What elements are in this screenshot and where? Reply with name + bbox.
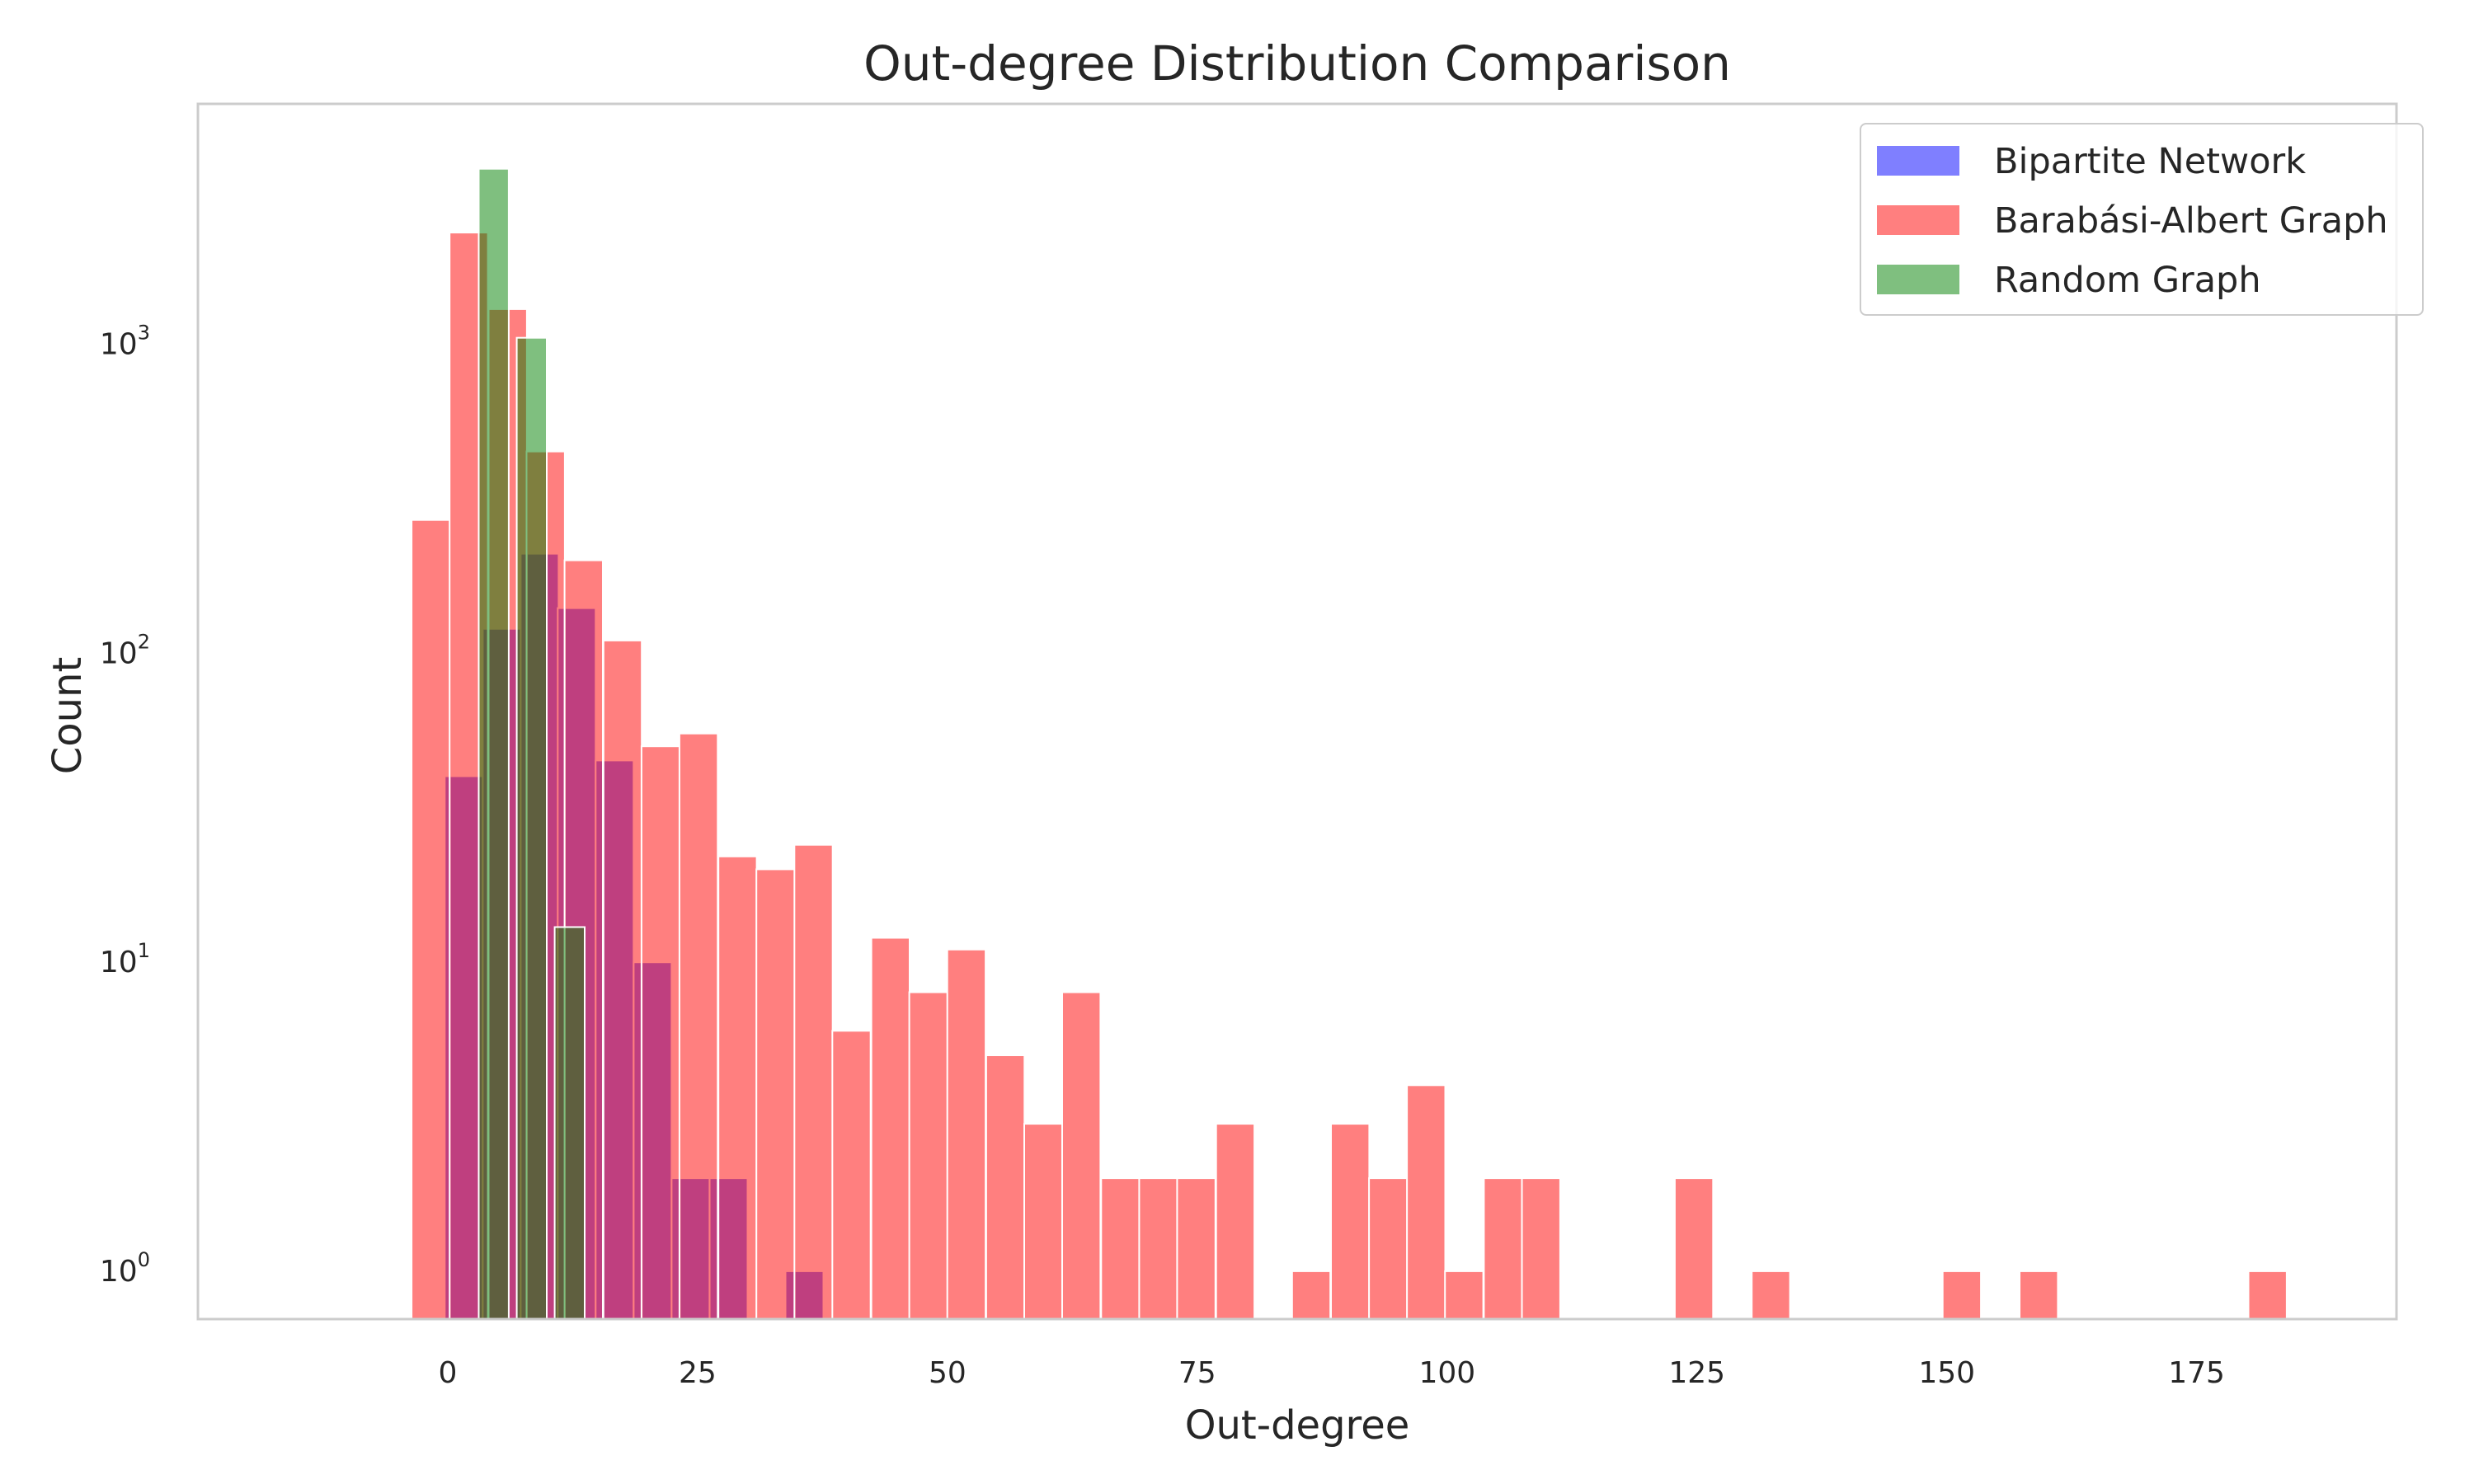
x-axis-label: Out-degree: [1185, 1402, 1410, 1449]
bar-barabasi-albert-graph-19: [1138, 1177, 1178, 1320]
chart-title: Out-degree Distribution Comparison: [863, 35, 1731, 92]
bar-barabasi-albert-graph-5: [602, 639, 643, 1320]
bar-barabasi-albert-graph-25: [1406, 1084, 1446, 1321]
legend-label-barabasi: Barabási-Albert Graph: [1994, 200, 2388, 242]
bar-barabasi-albert-graph-21: [1215, 1123, 1256, 1320]
y-tick-labels: 100 101 102 103: [100, 322, 150, 1289]
x-tick-label: 0: [439, 1356, 458, 1390]
y-tick-label: 101: [100, 939, 150, 979]
bar-barabasi-albert-graph-29: [1673, 1177, 1714, 1320]
bar-barabasi-albert-graph-23: [1330, 1123, 1371, 1320]
bar-barabasi-albert-graph-11: [831, 1030, 872, 1321]
legend: Bipartite Network Barabási-Albert Graph …: [1860, 123, 2424, 316]
legend-frame: [1860, 123, 2424, 316]
bar-barabasi-albert-graph-18: [1100, 1177, 1141, 1320]
x-tick-label: 75: [1178, 1356, 1216, 1390]
x-tick-label: 100: [1418, 1356, 1475, 1390]
bar-barabasi-albert-graph-26: [1444, 1270, 1484, 1321]
y-tick-label: 102: [100, 630, 150, 670]
series-barabasi-albert-graph: [411, 232, 2288, 1321]
bar-barabasi-albert-graph-24: [1368, 1177, 1409, 1320]
bar-barabasi-albert-graph-16: [1023, 1123, 1064, 1320]
series-random-graph: [477, 167, 586, 1321]
y-axis-label: Count: [45, 657, 91, 775]
bar-barabasi-albert-graph-32: [2019, 1270, 2059, 1321]
plot-frame: [196, 102, 2398, 1321]
bar-barabasi-albert-graph-15: [985, 1054, 1026, 1320]
bar-barabasi-albert-graph-9: [755, 868, 796, 1320]
bar-barabasi-albert-graph-17: [1061, 991, 1102, 1320]
bar-barabasi-albert-graph-10: [793, 843, 834, 1320]
bar-barabasi-albert-graph-7: [678, 732, 719, 1320]
bar-random-graph-2: [553, 926, 586, 1320]
x-tick-label: 125: [1668, 1356, 1725, 1390]
bar-barabasi-albert-graph-0: [411, 519, 451, 1320]
bar-barabasi-albert-graph-27: [1483, 1177, 1523, 1320]
bar-barabasi-albert-graph-22: [1291, 1270, 1332, 1321]
bar-barabasi-albert-graph-12: [870, 937, 910, 1320]
x-tick-label: 175: [2168, 1356, 2225, 1390]
bar-barabasi-albert-graph-14: [946, 948, 987, 1320]
bar-barabasi-albert-graph-31: [1941, 1270, 1982, 1321]
bar-barabasi-albert-graph-28: [1521, 1177, 1561, 1320]
bars-layer: [411, 167, 2288, 1321]
legend-swatch-bipartite: [1877, 146, 1959, 176]
x-tick-label: 25: [679, 1356, 717, 1390]
bar-random-graph-0: [477, 167, 510, 1321]
bar-barabasi-albert-graph-6: [640, 745, 681, 1320]
bar-barabasi-albert-graph-20: [1176, 1177, 1216, 1320]
y-tick-label: 100: [100, 1248, 150, 1289]
bar-barabasi-albert-graph-13: [908, 991, 948, 1320]
legend-swatch-random: [1877, 265, 1959, 294]
x-tick-labels: 0 25 50 75 100 125 150 175: [439, 1356, 2225, 1390]
legend-label-random: Random Graph: [1994, 260, 2261, 301]
bar-barabasi-albert-graph-33: [2247, 1270, 2288, 1321]
bar-barabasi-albert-graph-30: [1751, 1270, 1791, 1321]
bar-random-graph-1: [515, 336, 548, 1321]
bar-barabasi-albert-graph-8: [717, 855, 758, 1321]
x-tick-label: 50: [929, 1356, 967, 1390]
legend-swatch-barabasi: [1877, 205, 1959, 235]
y-tick-label: 103: [100, 322, 150, 362]
x-tick-label: 150: [1918, 1356, 1975, 1390]
legend-label-bipartite: Bipartite Network: [1994, 141, 2306, 182]
